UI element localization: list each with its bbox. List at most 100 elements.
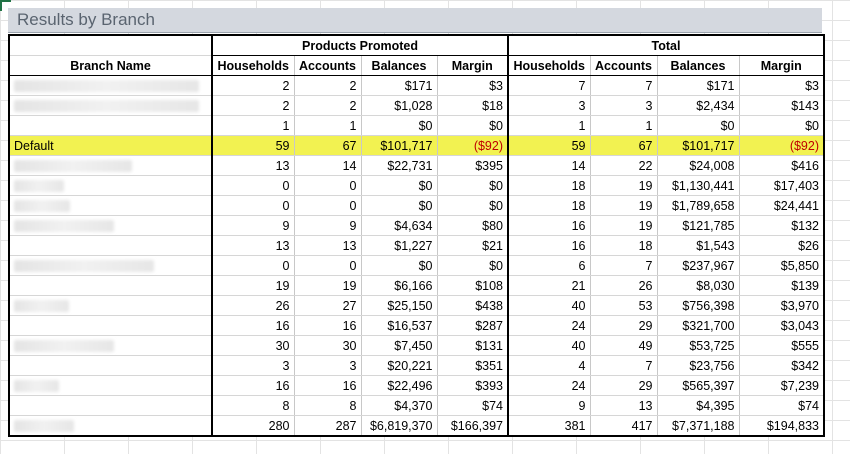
promoted-households-cell[interactable]: 0 bbox=[211, 195, 294, 216]
total-margin-header[interactable]: Margin bbox=[738, 55, 825, 76]
total-balances-cell[interactable]: $756,398 bbox=[656, 295, 739, 316]
total-balances-cell[interactable]: $565,397 bbox=[656, 375, 739, 396]
promoted-balances-cell[interactable]: $1,227 bbox=[360, 235, 437, 256]
total-households-cell[interactable]: 9 bbox=[507, 395, 590, 416]
branch-name-cell[interactable] bbox=[8, 95, 213, 116]
total-balances-cell[interactable]: $321,700 bbox=[656, 315, 739, 336]
total-balances-cell[interactable]: $237,967 bbox=[656, 255, 739, 276]
promoted-households-cell[interactable]: 2 bbox=[211, 75, 294, 96]
total-households-cell[interactable]: 7 bbox=[507, 75, 590, 96]
promoted-accounts-cell[interactable]: 0 bbox=[293, 175, 361, 196]
branch-name-cell[interactable] bbox=[8, 315, 213, 336]
branch-name-cell[interactable] bbox=[8, 395, 213, 416]
total-margin-cell[interactable]: ($92) bbox=[738, 135, 825, 156]
total-balances-cell[interactable]: $101,717 bbox=[656, 135, 739, 156]
promoted-accounts-cell[interactable]: 19 bbox=[293, 275, 361, 296]
promoted-households-cell[interactable]: 19 bbox=[211, 275, 294, 296]
branch-name-cell[interactable] bbox=[8, 375, 213, 396]
branch-name-cell[interactable] bbox=[8, 195, 213, 216]
total-margin-cell[interactable]: $74 bbox=[738, 395, 825, 416]
promoted-households-cell[interactable]: 59 bbox=[211, 135, 294, 156]
promoted-margin-cell[interactable]: $0 bbox=[436, 115, 509, 136]
promoted-margin-cell[interactable]: $0 bbox=[436, 195, 509, 216]
promoted-balances-cell[interactable]: $7,450 bbox=[360, 335, 437, 356]
promoted-margin-cell[interactable]: $18 bbox=[436, 95, 509, 116]
total-households-cell[interactable]: 18 bbox=[507, 175, 590, 196]
branch-name-cell[interactable] bbox=[8, 335, 213, 356]
total-balances-cell[interactable]: $24,008 bbox=[656, 155, 739, 176]
total-balances-cell[interactable]: $23,756 bbox=[656, 355, 739, 376]
promoted-accounts-cell[interactable]: 0 bbox=[293, 195, 361, 216]
total-accounts-cell[interactable]: 1 bbox=[589, 115, 657, 136]
total-margin-cell[interactable]: $139 bbox=[738, 275, 825, 296]
total-balances-cell[interactable]: $4,395 bbox=[656, 395, 739, 416]
promoted-margin-cell[interactable]: $80 bbox=[436, 215, 509, 236]
total-households-cell[interactable]: 40 bbox=[507, 295, 590, 316]
total-households-cell[interactable]: 24 bbox=[507, 315, 590, 336]
promoted-margin-cell[interactable]: $21 bbox=[436, 235, 509, 256]
total-households-cell[interactable]: 14 bbox=[507, 155, 590, 176]
branch-name-header[interactable]: Branch Name bbox=[8, 55, 213, 76]
promoted-margin-cell[interactable]: $0 bbox=[436, 175, 509, 196]
promoted-accounts-cell[interactable]: 3 bbox=[293, 355, 361, 376]
promoted-accounts-header[interactable]: Accounts bbox=[293, 55, 361, 76]
total-households-cell[interactable]: 1 bbox=[507, 115, 590, 136]
promoted-margin-header[interactable]: Margin bbox=[436, 55, 509, 76]
total-header[interactable]: Total bbox=[507, 34, 825, 56]
total-balances-cell[interactable]: $171 bbox=[656, 75, 739, 96]
promoted-balances-cell[interactable]: $0 bbox=[360, 175, 437, 196]
promoted-accounts-cell[interactable]: 14 bbox=[293, 155, 361, 176]
promoted-households-cell[interactable]: 30 bbox=[211, 335, 294, 356]
total-households-cell[interactable]: 381 bbox=[507, 415, 590, 437]
promoted-balances-cell[interactable]: $22,496 bbox=[360, 375, 437, 396]
total-accounts-cell[interactable]: 3 bbox=[589, 95, 657, 116]
total-accounts-cell[interactable]: 7 bbox=[589, 355, 657, 376]
promoted-balances-cell[interactable]: $4,370 bbox=[360, 395, 437, 416]
total-accounts-cell[interactable]: 49 bbox=[589, 335, 657, 356]
total-accounts-header[interactable]: Accounts bbox=[589, 55, 657, 76]
total-margin-cell[interactable]: $3,043 bbox=[738, 315, 825, 336]
total-margin-cell[interactable]: $416 bbox=[738, 155, 825, 176]
promoted-balances-cell[interactable]: $1,028 bbox=[360, 95, 437, 116]
total-balances-cell[interactable]: $0 bbox=[656, 115, 739, 136]
total-margin-cell[interactable]: $0 bbox=[738, 115, 825, 136]
total-margin-cell[interactable]: $17,403 bbox=[738, 175, 825, 196]
branch-name-cell[interactable] bbox=[8, 175, 213, 196]
promoted-households-cell[interactable]: 1 bbox=[211, 115, 294, 136]
promoted-households-cell[interactable]: 13 bbox=[211, 155, 294, 176]
branch-name-cell[interactable] bbox=[8, 355, 213, 376]
promoted-margin-cell[interactable]: $395 bbox=[436, 155, 509, 176]
promoted-balances-header[interactable]: Balances bbox=[360, 55, 437, 76]
promoted-accounts-cell[interactable]: 8 bbox=[293, 395, 361, 416]
branch-name-cell[interactable] bbox=[8, 155, 213, 176]
branch-name-cell[interactable] bbox=[8, 295, 213, 316]
promoted-balances-cell[interactable]: $0 bbox=[360, 115, 437, 136]
promoted-households-header[interactable]: Households bbox=[211, 55, 294, 76]
branch-name-cell[interactable] bbox=[8, 115, 213, 136]
promoted-accounts-cell[interactable]: 16 bbox=[293, 375, 361, 396]
promoted-households-cell[interactable]: 0 bbox=[211, 255, 294, 276]
total-accounts-cell[interactable]: 22 bbox=[589, 155, 657, 176]
promoted-balances-cell[interactable]: $6,819,370 bbox=[360, 415, 437, 437]
total-accounts-cell[interactable]: 417 bbox=[589, 415, 657, 437]
promoted-households-cell[interactable]: 2 bbox=[211, 95, 294, 116]
promoted-margin-cell[interactable]: $3 bbox=[436, 75, 509, 96]
promoted-households-cell[interactable]: 16 bbox=[211, 375, 294, 396]
total-margin-cell[interactable]: $555 bbox=[738, 335, 825, 356]
promoted-accounts-cell[interactable]: 16 bbox=[293, 315, 361, 336]
promoted-households-cell[interactable]: 26 bbox=[211, 295, 294, 316]
total-margin-cell[interactable]: $194,833 bbox=[738, 415, 825, 437]
total-accounts-cell[interactable]: 18 bbox=[589, 235, 657, 256]
total-households-cell[interactable]: 4 bbox=[507, 355, 590, 376]
promoted-balances-cell[interactable]: $22,731 bbox=[360, 155, 437, 176]
total-households-cell[interactable]: 3 bbox=[507, 95, 590, 116]
total-margin-cell[interactable]: $143 bbox=[738, 95, 825, 116]
total-households-cell[interactable]: 40 bbox=[507, 335, 590, 356]
promoted-accounts-cell[interactable]: 30 bbox=[293, 335, 361, 356]
total-margin-cell[interactable]: $132 bbox=[738, 215, 825, 236]
branch-name-cell[interactable] bbox=[8, 255, 213, 276]
promoted-margin-cell[interactable]: $131 bbox=[436, 335, 509, 356]
branch-name-cell[interactable]: Default bbox=[8, 135, 213, 156]
total-margin-cell[interactable]: $7,239 bbox=[738, 375, 825, 396]
promoted-households-cell[interactable]: 3 bbox=[211, 355, 294, 376]
